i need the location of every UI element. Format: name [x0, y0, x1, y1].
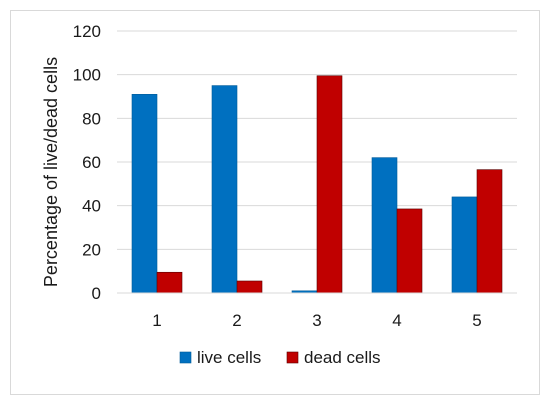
x-tick-label: 1	[152, 311, 161, 330]
x-tick-labels: 1 2 3 4 5	[152, 311, 481, 330]
bar-dead-cells-2	[236, 280, 263, 294]
bars	[131, 75, 503, 294]
y-tick-labels: 0 20 40 60 80 100 120	[73, 22, 101, 303]
x-tick-label: 5	[472, 311, 481, 330]
y-tick-label: 40	[82, 197, 101, 216]
bar-live-cells-5	[451, 196, 478, 294]
x-tick-label: 4	[392, 311, 401, 330]
bar-dead-cells-3	[316, 75, 343, 294]
legend: live cells dead cells	[179, 348, 381, 367]
y-tick-label: 80	[82, 109, 101, 128]
x-tick-label: 3	[312, 311, 321, 330]
legend-swatch-live-cells	[179, 351, 192, 364]
x-tick-label: 2	[232, 311, 241, 330]
y-tick-label: 60	[82, 153, 101, 172]
legend-swatch-dead-cells	[286, 351, 299, 364]
bar-dead-cells-1	[156, 271, 183, 294]
y-axis-title: Percentage of live/dead cells	[41, 57, 61, 287]
bar-live-cells-4	[371, 157, 398, 294]
y-tick-label: 20	[82, 240, 101, 259]
legend-label: dead cells	[304, 348, 381, 367]
y-tick-label: 0	[92, 284, 101, 303]
y-tick-label: 120	[73, 22, 101, 41]
gridlines	[117, 30, 517, 250]
y-tick-label: 100	[73, 66, 101, 85]
bar-live-cells-1	[131, 94, 158, 294]
bar-live-cells-2	[211, 85, 238, 294]
chart-frame	[10, 10, 540, 395]
legend-label: live cells	[197, 348, 261, 367]
bar-dead-cells-4	[396, 208, 423, 294]
bar-dead-cells-5	[476, 169, 503, 294]
